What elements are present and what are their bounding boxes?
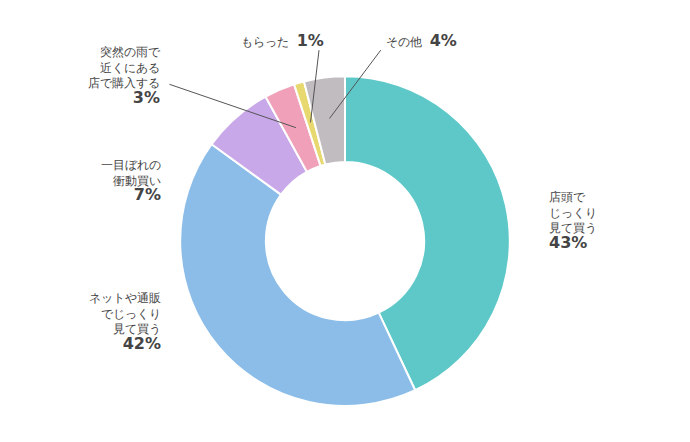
svg-text:突然の雨で近くにある店で購入する3%: 突然の雨で近くにある店で購入する3% <box>88 45 161 107</box>
svg-text:店頭でじっくり見て買う43%: 店頭でじっくり見て買う43% <box>549 190 597 252</box>
svg-text:その他 4%: その他 4% <box>386 31 457 50</box>
svg-text:ネットや通販でじっくり見て買う42%: ネットや通販でじっくり見て買う42% <box>89 291 161 353</box>
svg-text:もらった 1%: もらった 1% <box>241 31 324 50</box>
svg-text:一目ぼれの衝動買い7%: 一目ぼれの衝動買い7% <box>101 158 161 204</box>
